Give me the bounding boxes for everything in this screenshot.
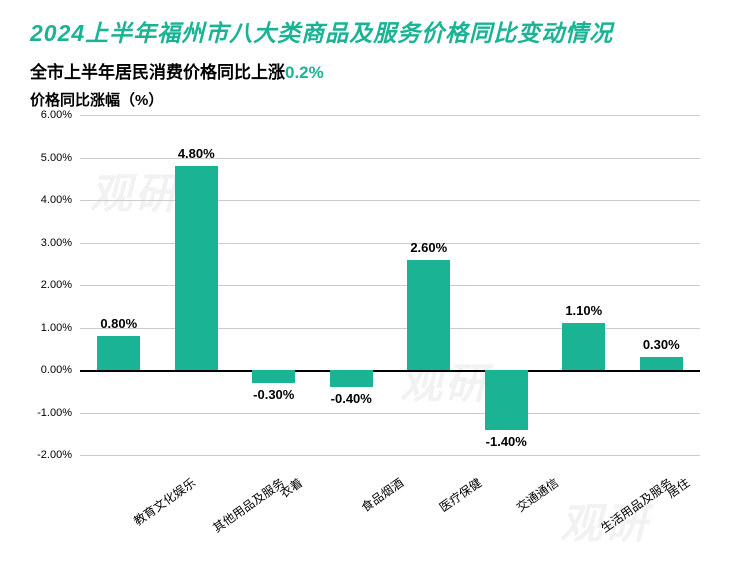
x-tick-label: 食品烟酒: [358, 474, 407, 515]
x-axis-labels: 教育文化娱乐其他用品及服务衣着食品烟酒医疗保健交通通信生活用品及服务居住: [80, 468, 700, 548]
gridline: [80, 328, 700, 329]
bar: [562, 323, 605, 370]
gridline: [80, 370, 700, 372]
bar-value-label: 2.60%: [410, 240, 447, 255]
bar-value-label: -1.40%: [486, 434, 527, 449]
y-tick-label: 2.00%: [12, 279, 72, 291]
y-tick-label: 1.00%: [12, 322, 72, 334]
bar: [175, 166, 218, 370]
bar: [252, 370, 295, 383]
y-tick-label: -1.00%: [12, 407, 72, 419]
x-tick-label: 其他用品及服务: [209, 474, 288, 536]
chart-plot-area: -2.00%-1.00%0.00%1.00%2.00%3.00%4.00%5.0…: [80, 115, 700, 455]
gridline: [80, 243, 700, 244]
bar: [407, 260, 450, 371]
bar-value-label: 1.10%: [565, 303, 602, 318]
y-tick-label: 3.00%: [12, 237, 72, 249]
gridline: [80, 285, 700, 286]
x-tick-label: 交通通信: [513, 474, 562, 515]
subtitle-prefix: 全市上半年居民消费价格同比上涨: [30, 63, 285, 82]
y-axis-label: 价格同比涨幅（%）: [0, 83, 742, 110]
bar-value-label: -0.40%: [331, 391, 372, 406]
x-tick-label: 生活用品及服务: [597, 474, 676, 536]
y-tick-label: 4.00%: [12, 194, 72, 206]
bar: [97, 336, 140, 370]
x-tick-label: 医疗保健: [435, 474, 484, 515]
y-tick-label: 0.00%: [12, 364, 72, 376]
bar: [330, 370, 373, 387]
y-tick-label: -2.00%: [12, 449, 72, 461]
chart-subtitle: 全市上半年居民消费价格同比上涨0.2%: [0, 48, 742, 83]
gridline: [80, 200, 700, 201]
x-tick-label: 教育文化娱乐: [130, 474, 199, 529]
chart-title: 2024上半年福州市八大类商品及服务价格同比变动情况: [0, 0, 742, 48]
subtitle-value: 0.2%: [285, 63, 324, 82]
gridline: [80, 115, 700, 116]
y-tick-label: 5.00%: [12, 152, 72, 164]
bar: [640, 357, 683, 370]
gridline: [80, 158, 700, 159]
gridline: [80, 455, 700, 456]
y-tick-label: 6.00%: [12, 109, 72, 121]
bar-value-label: 0.80%: [100, 316, 137, 331]
gridline: [80, 413, 700, 414]
bar-value-label: -0.30%: [253, 387, 294, 402]
bar-value-label: 4.80%: [178, 146, 215, 161]
bar-value-label: 0.30%: [643, 337, 680, 352]
bar: [485, 370, 528, 430]
